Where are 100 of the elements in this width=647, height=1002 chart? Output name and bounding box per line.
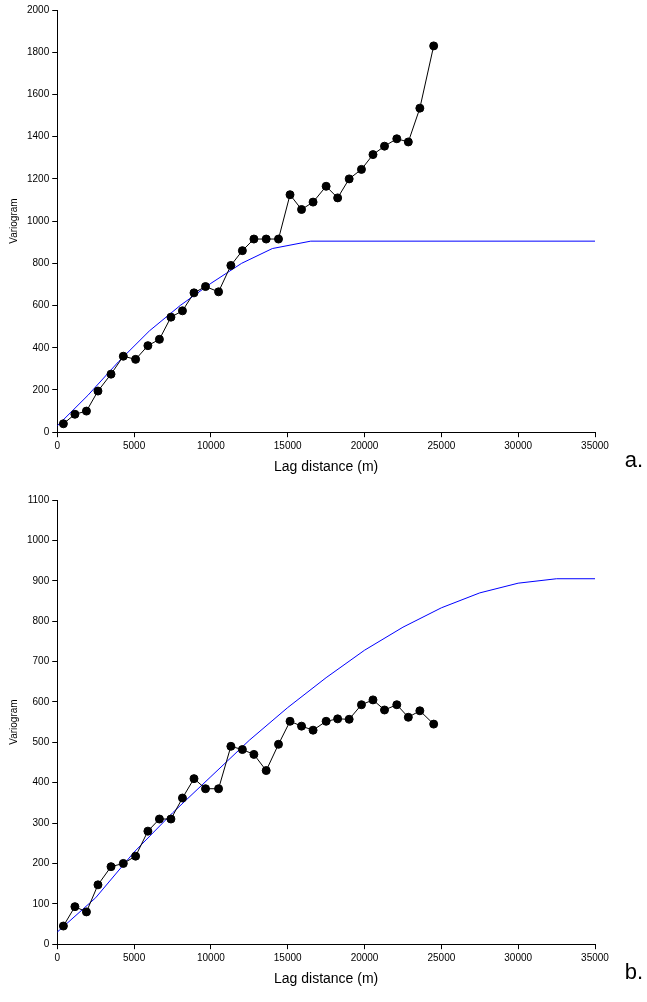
point	[285, 190, 295, 200]
point	[93, 386, 103, 396]
x-tick-label: 30000	[504, 951, 533, 963]
point	[415, 103, 425, 113]
point	[297, 721, 307, 731]
y-tick-label: 600	[32, 299, 50, 311]
point	[368, 150, 378, 160]
x-tick-label: 10000	[196, 439, 226, 451]
point	[237, 246, 247, 256]
point	[106, 369, 116, 379]
point	[131, 354, 141, 364]
point	[143, 341, 153, 351]
x-axis-title: Lag distance (m)	[273, 458, 379, 475]
point	[237, 745, 247, 755]
x-tick-label: 20000	[350, 439, 379, 451]
x-tick-label: 5000	[122, 439, 146, 451]
point	[154, 814, 164, 824]
point	[308, 197, 318, 207]
x-tick-label: 0	[54, 951, 61, 963]
point	[226, 260, 236, 270]
point	[58, 921, 68, 931]
point	[201, 784, 211, 794]
point	[356, 164, 366, 174]
y-tick-label: 100	[32, 897, 50, 909]
point	[166, 814, 176, 824]
point	[70, 902, 80, 912]
x-tick-label: 30000	[504, 439, 533, 451]
y-tick-label: 900	[32, 574, 50, 586]
point	[273, 739, 283, 749]
point	[93, 880, 103, 890]
point	[415, 706, 425, 716]
x-tick-label: 35000	[581, 439, 610, 451]
point	[321, 181, 331, 191]
y-tick-label: 800	[32, 257, 50, 269]
point	[189, 774, 199, 784]
point	[118, 351, 128, 361]
point	[297, 204, 307, 214]
point	[403, 137, 413, 147]
point	[429, 41, 439, 51]
x-tick-label: 15000	[273, 951, 303, 963]
point	[261, 766, 271, 776]
y-tick-label: 700	[32, 655, 50, 667]
y-axis-title: Variogram	[7, 699, 19, 745]
point	[189, 288, 199, 298]
y-tick-label: 1000	[27, 214, 50, 226]
point	[392, 700, 402, 710]
y-tick-label: 1600	[27, 88, 50, 100]
y-tick-label: 1000	[27, 534, 50, 546]
y-tick-label: 1800	[27, 45, 50, 57]
point	[380, 141, 390, 151]
point	[273, 234, 283, 244]
point	[403, 712, 413, 722]
point	[70, 409, 80, 419]
point	[143, 826, 153, 836]
y-tick-label: 1400	[27, 130, 50, 142]
point	[380, 705, 390, 715]
y-tick-label: 2000	[27, 3, 50, 15]
point	[131, 851, 141, 861]
point	[226, 741, 236, 751]
point	[177, 306, 187, 316]
y-tick-label: 0	[43, 937, 50, 949]
text: b.	[624, 959, 643, 985]
point	[249, 234, 259, 244]
y-tick-label: 1200	[27, 172, 50, 184]
point	[308, 725, 318, 735]
y-axis-title: Variogram	[7, 198, 19, 244]
point	[214, 287, 224, 297]
point	[81, 406, 91, 416]
point	[356, 700, 366, 710]
point	[344, 714, 354, 724]
y-tick-label: 1100	[27, 493, 50, 505]
point	[285, 716, 295, 726]
x-tick-label: 20000	[350, 951, 379, 963]
x-tick-label: 35000	[581, 951, 610, 963]
point	[166, 312, 176, 322]
point	[261, 234, 271, 244]
point	[392, 134, 402, 144]
point	[58, 419, 68, 429]
point	[429, 719, 439, 729]
x-tick-label: 10000	[196, 951, 226, 963]
y-tick-label: 200	[32, 857, 50, 869]
point	[177, 793, 187, 803]
x-tick-label: 5000	[122, 951, 146, 963]
point	[249, 749, 259, 759]
x-tick-label: 25000	[427, 951, 456, 963]
x-axis-title: Lag distance (m)	[273, 970, 379, 987]
point	[344, 174, 354, 184]
point	[333, 193, 343, 203]
y-tick-label: 0	[43, 425, 50, 437]
y-tick-label: 400	[32, 776, 50, 788]
y-tick-label: 500	[32, 736, 50, 748]
x-tick-label: 0	[54, 439, 61, 451]
point	[118, 858, 128, 868]
y-tick-label: 800	[32, 614, 50, 626]
point	[201, 282, 211, 292]
y-tick-label: 600	[32, 695, 50, 707]
point	[106, 862, 116, 872]
text: a.	[624, 447, 643, 473]
y-tick-label: 300	[32, 816, 50, 828]
point	[333, 714, 343, 724]
